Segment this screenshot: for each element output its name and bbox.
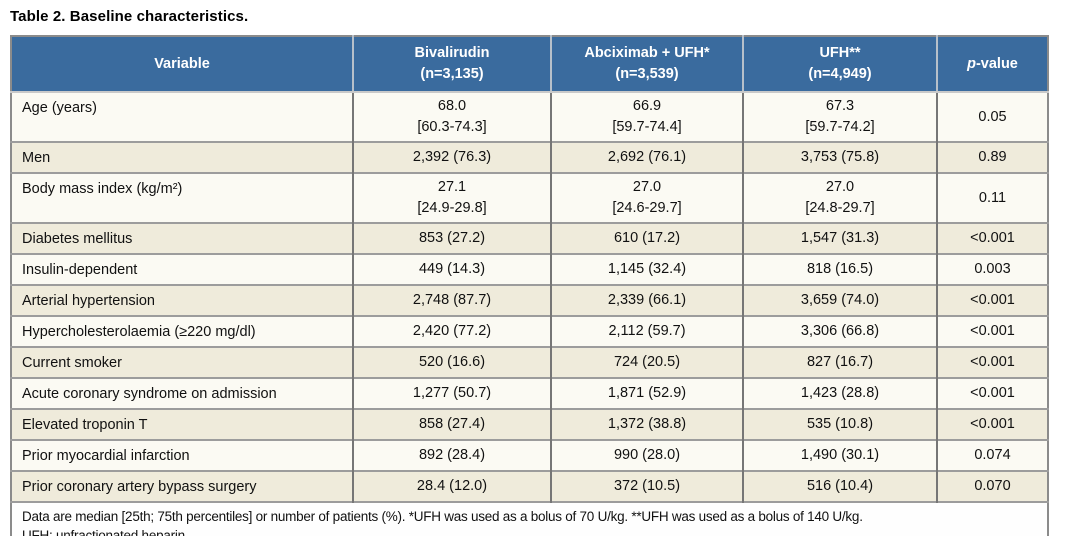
- value-cell: 28.4 (12.0): [352, 470, 551, 502]
- value-cell: 67.3 [59.7-74.2]: [742, 91, 937, 142]
- value-cell: 827 (16.7): [742, 346, 937, 378]
- table-body: Age (years) 68.0 [60.3-74.3] 66.9 [59.7-…: [11, 91, 1048, 502]
- pvalue-cell: <0.001: [936, 284, 1048, 316]
- table-row-elevated-troponin: Elevated troponin T 858 (27.4) 1,372 (38…: [11, 408, 1048, 440]
- variable-cell: Arterial hypertension: [11, 284, 353, 316]
- table-row-insulin-dependent: Insulin-dependent 449 (14.3) 1,145 (32.4…: [11, 253, 1048, 285]
- value-cell: 3,659 (74.0): [742, 284, 937, 316]
- value-cell: 516 (10.4): [742, 470, 937, 502]
- value-cell: 1,871 (52.9): [550, 377, 743, 409]
- pvalue-cell: <0.001: [936, 346, 1048, 378]
- table-row-age: Age (years) 68.0 [60.3-74.3] 66.9 [59.7-…: [11, 91, 1048, 142]
- value-cell: 27.0 [24.6-29.7]: [550, 172, 743, 223]
- table-row-current-smoker: Current smoker 520 (16.6) 724 (20.5) 827…: [11, 346, 1048, 378]
- variable-cell: Men: [11, 141, 353, 173]
- pvalue-cell: <0.001: [936, 408, 1048, 440]
- table-row-men: Men 2,392 (76.3) 2,692 (76.1) 3,753 (75.…: [11, 141, 1048, 173]
- col-header-pvalue: p-value: [936, 36, 1048, 93]
- baseline-characteristics-table: Variable Bivalirudin (n=3,135) Abciximab…: [10, 35, 1049, 536]
- col-header-bivalirudin: Bivalirudin (n=3,135): [352, 36, 551, 93]
- table-header: Variable Bivalirudin (n=3,135) Abciximab…: [11, 36, 1048, 93]
- table-row-arterial-hypertension: Arterial hypertension 2,748 (87.7) 2,339…: [11, 284, 1048, 316]
- table-row-prior-mi: Prior myocardial infarction 892 (28.4) 9…: [11, 439, 1048, 471]
- col-header-ufh-n: (n=4,949): [808, 66, 872, 82]
- table-row-hypercholesterolaemia: Hypercholesterolaemia (≥220 mg/dl) 2,420…: [11, 315, 1048, 347]
- table-footer: Data are median [25th; 75th percentiles]…: [11, 501, 1048, 536]
- pvalue-cell: 0.89: [936, 141, 1048, 173]
- col-header-abciximab-n: (n=3,539): [615, 66, 679, 82]
- col-header-abciximab-ufh: Abciximab + UFH* (n=3,539): [550, 36, 743, 93]
- variable-cell: Insulin-dependent: [11, 253, 353, 285]
- col-header-variable: Variable: [11, 36, 353, 93]
- pvalue-cell: 0.05: [936, 91, 1048, 142]
- value-cell: 818 (16.5): [742, 253, 937, 285]
- value-cell: 853 (27.2): [352, 222, 551, 254]
- value-cell: 610 (17.2): [550, 222, 743, 254]
- value-cell: 520 (16.6): [352, 346, 551, 378]
- col-header-bivalirudin-n: (n=3,135): [420, 66, 484, 82]
- pvalue-cell: 0.070: [936, 470, 1048, 502]
- footnote-cell: Data are median [25th; 75th percentiles]…: [11, 501, 1048, 536]
- header-row: Variable Bivalirudin (n=3,135) Abciximab…: [11, 36, 1048, 93]
- footnote-line-2: UFH: unfractionated heparin: [22, 528, 185, 536]
- pvalue-cell: 0.074: [936, 439, 1048, 471]
- table-row-acute-coronary-syndrome: Acute coronary syndrome on admission 1,2…: [11, 377, 1048, 409]
- variable-cell: Hypercholesterolaemia (≥220 mg/dl): [11, 315, 353, 347]
- table-title: Table 2. Baseline characteristics.: [10, 8, 249, 25]
- col-header-pvalue-rest: -value: [975, 55, 1018, 72]
- col-header-variable-label: Variable: [154, 55, 210, 72]
- value-cell: 1,145 (32.4): [550, 253, 743, 285]
- table-row-prior-cabg: Prior coronary artery bypass surgery 28.…: [11, 470, 1048, 502]
- footnote-row: Data are median [25th; 75th percentiles]…: [11, 501, 1048, 536]
- value-cell: 1,372 (38.8): [550, 408, 743, 440]
- value-cell: 66.9 [59.7-74.4]: [550, 91, 743, 142]
- value-cell: 2,112 (59.7): [550, 315, 743, 347]
- table-row-diabetes: Diabetes mellitus 853 (27.2) 610 (17.2) …: [11, 222, 1048, 254]
- value-cell: 2,420 (77.2): [352, 315, 551, 347]
- col-header-abciximab-name: Abciximab + UFH*: [584, 45, 710, 61]
- value-cell: 2,339 (66.1): [550, 284, 743, 316]
- col-header-ufh-name: UFH**: [819, 45, 861, 61]
- pvalue-cell: <0.001: [936, 315, 1048, 347]
- variable-cell: Diabetes mellitus: [11, 222, 353, 254]
- value-cell: 449 (14.3): [352, 253, 551, 285]
- value-cell: 68.0 [60.3-74.3]: [352, 91, 551, 142]
- value-cell: 858 (27.4): [352, 408, 551, 440]
- value-cell: 1,547 (31.3): [742, 222, 937, 254]
- value-cell: 372 (10.5): [550, 470, 743, 502]
- variable-cell: Prior myocardial infarction: [11, 439, 353, 471]
- variable-cell: Elevated troponin T: [11, 408, 353, 440]
- value-cell: 1,423 (28.8): [742, 377, 937, 409]
- value-cell: 2,748 (87.7): [352, 284, 551, 316]
- value-cell: 990 (28.0): [550, 439, 743, 471]
- value-cell: 2,392 (76.3): [352, 141, 551, 173]
- value-cell: 2,692 (76.1): [550, 141, 743, 173]
- variable-cell: Prior coronary artery bypass surgery: [11, 470, 353, 502]
- pvalue-cell: 0.003: [936, 253, 1048, 285]
- footnote-line-1: Data are median [25th; 75th percentiles]…: [22, 509, 863, 524]
- value-cell: 3,753 (75.8): [742, 141, 937, 173]
- value-cell: 27.1 [24.9-29.8]: [352, 172, 551, 223]
- value-cell: 892 (28.4): [352, 439, 551, 471]
- variable-cell: Body mass index (kg/m²): [11, 172, 353, 223]
- variable-cell: Acute coronary syndrome on admission: [11, 377, 353, 409]
- col-header-pvalue-p: p: [967, 55, 976, 72]
- pvalue-cell: <0.001: [936, 377, 1048, 409]
- value-cell: 3,306 (66.8): [742, 315, 937, 347]
- value-cell: 1,277 (50.7): [352, 377, 551, 409]
- value-cell: 27.0 [24.8-29.7]: [742, 172, 937, 223]
- value-cell: 724 (20.5): [550, 346, 743, 378]
- pvalue-cell: <0.001: [936, 222, 1048, 254]
- variable-cell: Current smoker: [11, 346, 353, 378]
- table-row-bmi: Body mass index (kg/m²) 27.1 [24.9-29.8]…: [11, 172, 1048, 223]
- col-header-ufh: UFH** (n=4,949): [742, 36, 937, 93]
- value-cell: 1,490 (30.1): [742, 439, 937, 471]
- value-cell: 535 (10.8): [742, 408, 937, 440]
- col-header-bivalirudin-name: Bivalirudin: [414, 45, 490, 61]
- variable-cell: Age (years): [11, 91, 353, 142]
- pvalue-cell: 0.11: [936, 172, 1048, 223]
